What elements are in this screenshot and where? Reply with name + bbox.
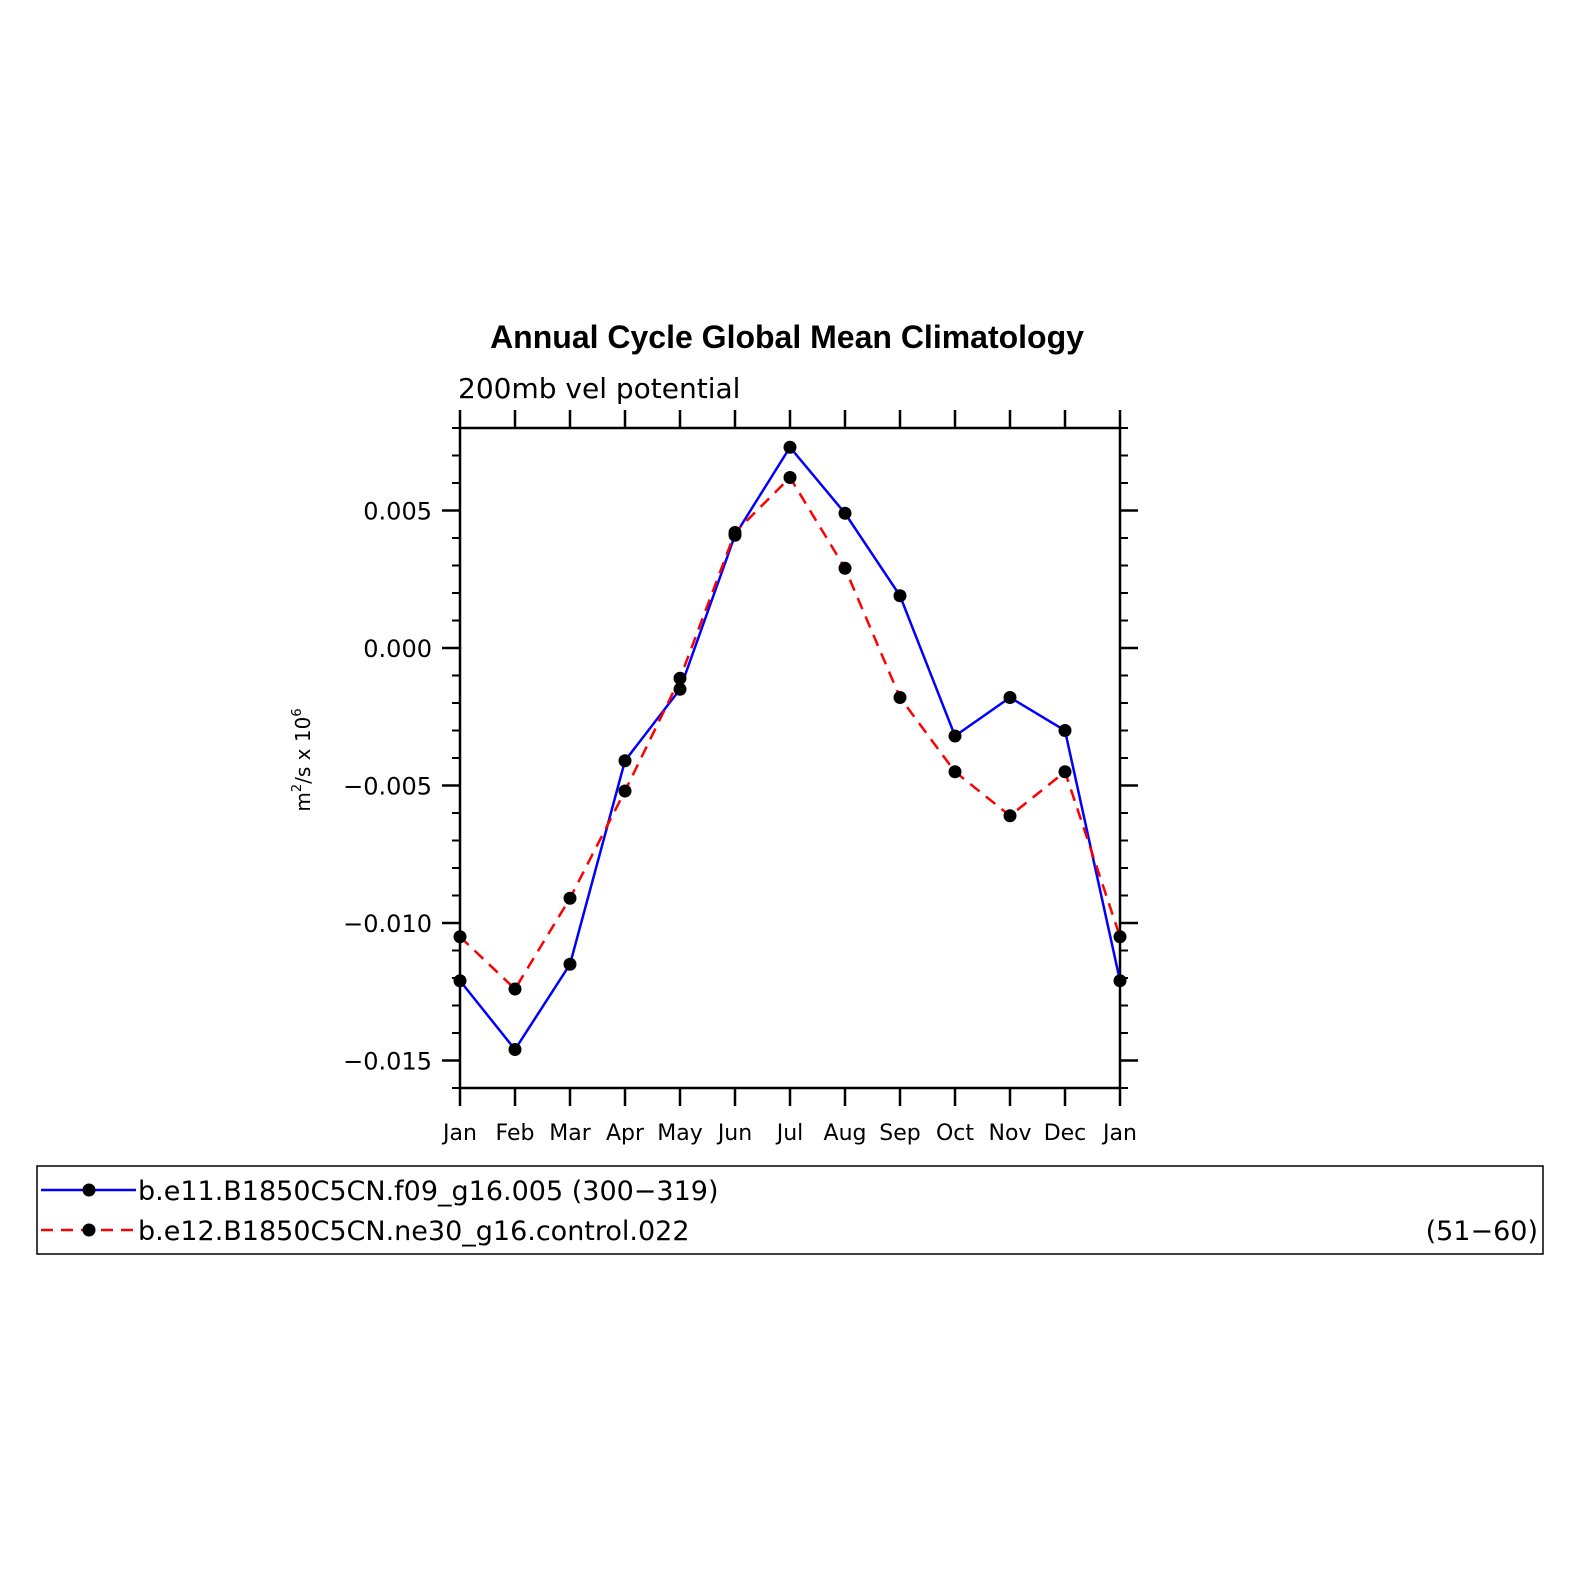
legend-marker-1 xyxy=(82,1183,96,1197)
series-1-point xyxy=(1003,691,1017,704)
series-2-point xyxy=(948,765,962,779)
series-1-point xyxy=(453,974,467,988)
legend: b.e11.B1850C5CN.f09_g16.005 (300−319) b.e… xyxy=(41,1176,1538,1247)
series-2-point xyxy=(1113,930,1127,944)
legend-marker-2 xyxy=(82,1223,96,1237)
series-1-point xyxy=(948,729,962,743)
x-tick-label: May xyxy=(657,1121,702,1146)
x-tick-label: Feb xyxy=(496,1121,535,1146)
series-line-1 xyxy=(459,445,1122,1052)
y-tick-label: −0.010 xyxy=(343,910,432,938)
y-tick-label: −0.005 xyxy=(343,773,432,801)
x-tick-label: Jul xyxy=(775,1121,804,1146)
x-tick-label: Aug xyxy=(824,1121,867,1146)
series-2-point xyxy=(618,784,632,798)
legend-label-suffix-2: (51−60) xyxy=(1426,1216,1538,1247)
x-ticks: Jan Feb Mar Apr May Jun Jul Aug Sep Oct Nov Dec Jan xyxy=(441,410,1137,1146)
x-tick-label: Jun xyxy=(716,1121,752,1146)
series-lines xyxy=(459,445,1122,1052)
minor-ticks xyxy=(452,427,1128,1089)
y-ticks: −0.015 −0.010 −0.005 0.000 0.005 xyxy=(343,498,1138,1076)
chart-title: Annual Cycle Global Mean Climatology xyxy=(490,319,1084,355)
legend-label-1: b.e11.B1850C5CN.f09_g16.005 (300−319) xyxy=(138,1176,719,1207)
y-axis-label-sup1: 2 xyxy=(290,784,305,792)
series-1-point xyxy=(563,957,577,971)
series-1-point xyxy=(783,440,797,454)
series-1-point xyxy=(893,589,907,603)
plot-frame xyxy=(458,426,1122,1090)
series-points xyxy=(453,440,1127,1056)
x-tick-label: Mar xyxy=(549,1121,591,1146)
x-tick-label: Apr xyxy=(606,1121,645,1146)
legend-box xyxy=(36,1165,1544,1255)
series-1-point xyxy=(1058,724,1072,737)
series-2-point xyxy=(783,471,797,484)
x-tick-label: Oct xyxy=(936,1121,974,1146)
y-tick-label: 0.005 xyxy=(363,498,432,526)
x-tick-label: Jan xyxy=(441,1121,477,1146)
series-1-point xyxy=(618,754,632,768)
series-2-point xyxy=(563,891,577,905)
series-2-point xyxy=(1058,765,1072,779)
series-1-point xyxy=(838,506,852,520)
x-tick-label: Nov xyxy=(989,1121,1032,1146)
series-2-point xyxy=(508,982,522,996)
x-tick-label: Jan xyxy=(1101,1121,1137,1146)
series-2-point xyxy=(1003,809,1017,823)
series-line-2 xyxy=(459,475,1122,991)
series-2-point xyxy=(453,930,467,944)
y-axis-label-sup2: 6 xyxy=(290,708,305,716)
y-tick-label: 0.000 xyxy=(363,635,432,663)
series-1-point xyxy=(673,682,687,696)
series-2-point xyxy=(893,691,907,704)
x-tick-label: Dec xyxy=(1044,1121,1087,1146)
series-2-point xyxy=(673,671,687,685)
x-tick-label: Sep xyxy=(879,1121,920,1146)
series-2-point xyxy=(728,526,742,539)
series-2-point xyxy=(838,561,852,575)
series-1-point xyxy=(1113,974,1127,988)
series-1-point xyxy=(508,1043,522,1056)
y-axis-label: m2/s x 106 xyxy=(290,708,315,811)
y-axis-label-mid: /s x 10 xyxy=(291,717,315,784)
y-axis-label-base: m xyxy=(291,792,315,811)
y-tick-label: −0.015 xyxy=(343,1048,432,1076)
legend-label-2: b.e12.B1850C5CN.ne30_g16.control.022 xyxy=(138,1216,690,1247)
chart-subtitle: 200mb vel potential xyxy=(458,372,740,405)
